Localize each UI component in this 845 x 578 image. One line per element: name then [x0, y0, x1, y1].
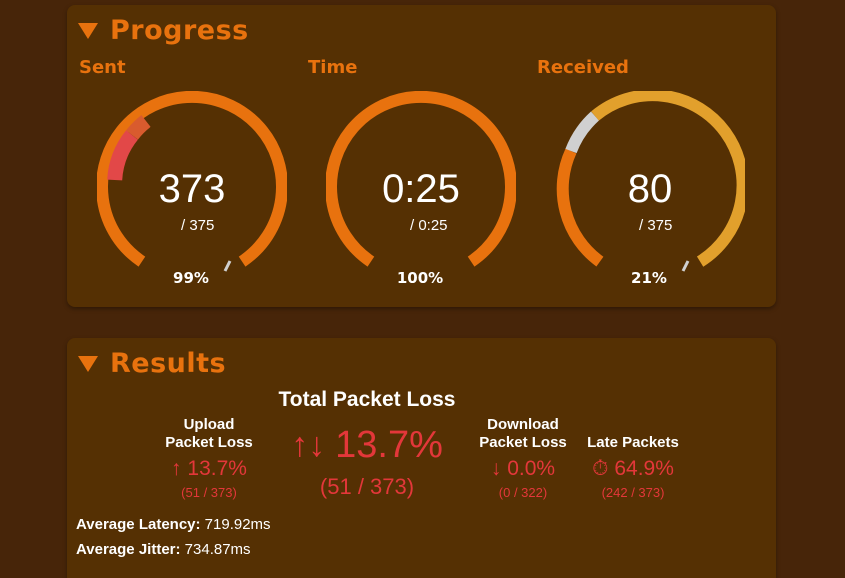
late-packets-value-row: ⏱ 64.9%: [573, 457, 693, 481]
results-title: Results: [110, 348, 227, 379]
received-gauge: 80 / 375 21%: [555, 91, 745, 287]
results-section-toggle[interactable]: Results: [78, 348, 226, 379]
progress-panel: Progress Sent Time Received 373 / 375 99…: [67, 5, 776, 307]
total-loss-title: Total Packet Loss: [278, 388, 456, 411]
sent-gauge-ring: [97, 91, 287, 272]
received-gauge-ring: [556, 91, 745, 272]
received-total: / 375: [639, 217, 673, 234]
upload-loss-counts: (51 / 373): [181, 485, 237, 500]
average-jitter-line: Average Jitter: 734.87ms: [76, 541, 251, 558]
sent-gauge: 373 / 375 99%: [97, 91, 287, 287]
late-packets-counts: (242 / 373): [601, 485, 665, 500]
collapse-triangle-icon: [78, 22, 98, 39]
average-jitter-value: 734.87ms: [184, 541, 251, 558]
total-loss-counts: (51 / 373): [319, 474, 415, 499]
progress-section-toggle[interactable]: Progress: [78, 15, 249, 46]
average-latency-value: 719.92ms: [204, 516, 271, 533]
total-loss-value: 13.7%: [335, 424, 443, 466]
time-label: Time: [308, 57, 358, 78]
time-gauge: 0:25 / 0:25 100%: [326, 91, 516, 287]
late-packets-title: Late Packets: [587, 434, 679, 451]
average-jitter-label: Average Jitter:: [76, 541, 181, 558]
time-elapsed: 0:25: [382, 167, 460, 211]
sent-count: 373: [158, 167, 226, 211]
received-label: Received: [537, 57, 629, 78]
time-gauge-ring: [326, 91, 516, 267]
up-down-arrows-icon: ↑↓: [291, 426, 326, 464]
sent-total: / 375: [181, 217, 215, 234]
download-loss-value: 0.0%: [507, 457, 556, 480]
upload-loss-title: Upload Packet Loss: [165, 416, 253, 451]
progress-title: Progress: [110, 15, 249, 46]
average-latency-label: Average Latency:: [76, 516, 201, 533]
stopwatch-icon: ⏱: [592, 457, 609, 480]
average-latency-line: Average Latency: 719.92ms: [76, 516, 271, 533]
time-percent: 100%: [396, 269, 444, 287]
total-loss-value-row: ↑↓ 13.7%: [267, 424, 467, 467]
up-arrow-icon: ↑: [171, 457, 182, 480]
results-panel: Results Total Packet Loss ↑↓ 13.7% (51 /…: [67, 338, 776, 578]
sent-label: Sent: [79, 57, 126, 78]
received-count: 80: [627, 167, 673, 211]
collapse-triangle-icon: [78, 355, 98, 372]
download-loss-title: Download Packet Loss: [479, 416, 567, 451]
upload-loss-value-row: ↑ 13.7%: [149, 457, 269, 481]
down-arrow-icon: ↓: [490, 457, 502, 480]
sent-percent: 99%: [173, 269, 209, 287]
upload-loss-value: 13.7%: [187, 457, 247, 480]
received-percent: 21%: [631, 269, 667, 287]
time-total: / 0:25: [410, 217, 448, 234]
download-loss-counts: (0 / 322): [498, 485, 548, 500]
download-loss-value-row: ↓ 0.0%: [463, 457, 583, 481]
late-packets-value: 64.9%: [614, 457, 674, 480]
